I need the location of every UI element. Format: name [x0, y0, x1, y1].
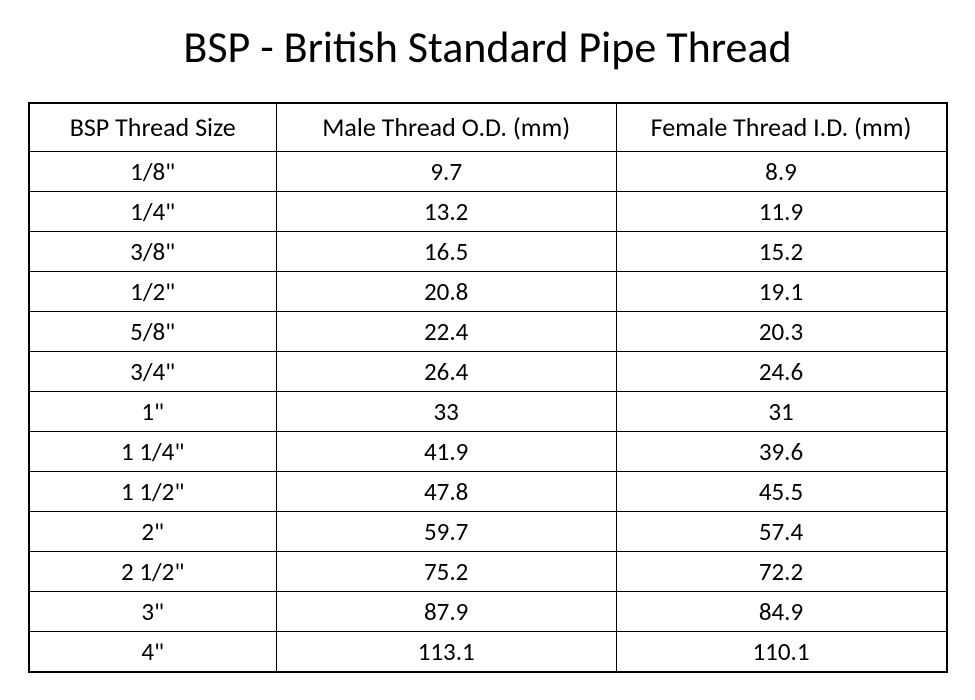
table-cell: 8.9 [616, 151, 946, 191]
table-cell: 3" [29, 591, 277, 631]
table-row: 2 1/2"75.272.2 [29, 551, 947, 591]
col-header-male-od: Male Thread O.D. (mm) [276, 103, 616, 151]
table-cell: 1" [29, 391, 277, 431]
table-cell: 3/8" [29, 231, 277, 271]
table-cell: 87.9 [276, 591, 616, 631]
table-cell: 45.5 [616, 471, 946, 511]
table-cell: 4" [29, 631, 277, 672]
table-row: 1/4"13.211.9 [29, 191, 947, 231]
table-row: 1/8"9.78.9 [29, 151, 947, 191]
table-cell: 1 1/4" [29, 431, 277, 471]
table-cell: 15.2 [616, 231, 946, 271]
table-row: 3"87.984.9 [29, 591, 947, 631]
table-cell: 9.7 [276, 151, 616, 191]
table-header-row: BSP Thread Size Male Thread O.D. (mm) Fe… [29, 103, 947, 151]
table-cell: 84.9 [616, 591, 946, 631]
table-cell: 47.8 [276, 471, 616, 511]
table-cell: 2 1/2" [29, 551, 277, 591]
table-row: 2"59.757.4 [29, 511, 947, 551]
table-row: 1 1/2"47.845.5 [29, 471, 947, 511]
table-row: 3/8"16.515.2 [29, 231, 947, 271]
table-row: 1"3331 [29, 391, 947, 431]
table-cell: 57.4 [616, 511, 946, 551]
table-cell: 1/8" [29, 151, 277, 191]
table-row: 5/8"22.420.3 [29, 311, 947, 351]
table-cell: 20.3 [616, 311, 946, 351]
table-cell: 59.7 [276, 511, 616, 551]
table-row: 1/2"20.819.1 [29, 271, 947, 311]
table-cell: 33 [276, 391, 616, 431]
table-cell: 5/8" [29, 311, 277, 351]
table-cell: 1 1/2" [29, 471, 277, 511]
table-cell: 16.5 [276, 231, 616, 271]
table-cell: 13.2 [276, 191, 616, 231]
table-cell: 19.1 [616, 271, 946, 311]
col-header-female-id: Female Thread I.D. (mm) [616, 103, 946, 151]
table-row: 3/4"26.424.6 [29, 351, 947, 391]
table-cell: 41.9 [276, 431, 616, 471]
table-cell: 110.1 [616, 631, 946, 672]
table-row: 4"113.1110.1 [29, 631, 947, 672]
table-cell: 31 [616, 391, 946, 431]
table-cell: 3/4" [29, 351, 277, 391]
table-row: 1 1/4"41.939.6 [29, 431, 947, 471]
table-cell: 113.1 [276, 631, 616, 672]
table-cell: 39.6 [616, 431, 946, 471]
table-cell: 24.6 [616, 351, 946, 391]
bsp-thread-table: BSP Thread Size Male Thread O.D. (mm) Fe… [28, 102, 948, 673]
table-cell: 26.4 [276, 351, 616, 391]
table-cell: 75.2 [276, 551, 616, 591]
table-cell: 22.4 [276, 311, 616, 351]
table-cell: 1/4" [29, 191, 277, 231]
table-cell: 2" [29, 511, 277, 551]
page-title: BSP - British Standard Pipe Thread [65, 20, 910, 74]
table-body: 1/8"9.78.91/4"13.211.93/8"16.515.21/2"20… [29, 151, 947, 672]
table-cell: 72.2 [616, 551, 946, 591]
col-header-size: BSP Thread Size [29, 103, 277, 151]
table-cell: 20.8 [276, 271, 616, 311]
table-cell: 1/2" [29, 271, 277, 311]
table-cell: 11.9 [616, 191, 946, 231]
